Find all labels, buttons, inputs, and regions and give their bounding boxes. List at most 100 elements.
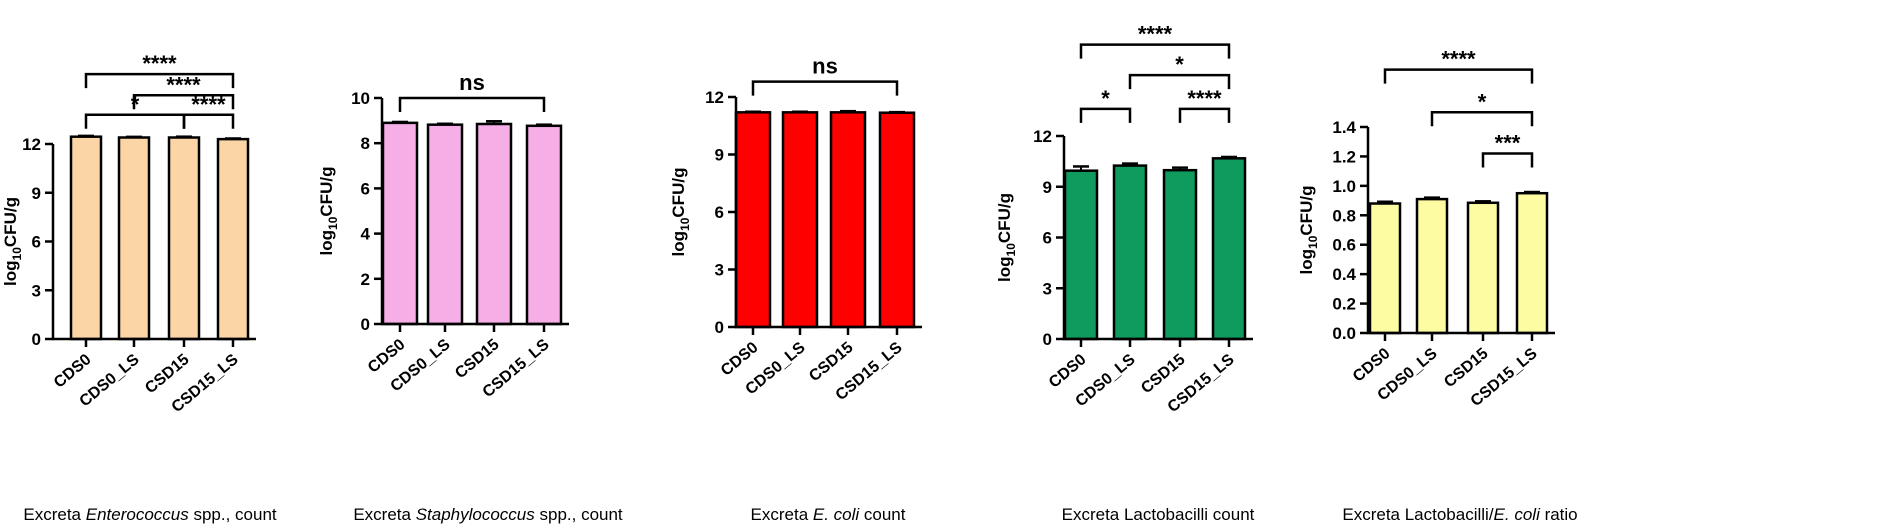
y-tick-label: 1.2 bbox=[1332, 147, 1356, 166]
y-tick-label: 1.4 bbox=[1332, 118, 1356, 137]
y-tick-label: 2 bbox=[361, 270, 370, 289]
bar-CSD15 bbox=[167, 136, 201, 341]
significance-bracket: **** bbox=[1383, 47, 1534, 84]
bracket-line bbox=[132, 94, 235, 110]
bracket-line bbox=[1430, 111, 1534, 127]
bar-CSD15_LS bbox=[1211, 157, 1247, 341]
significance-bracket: **** bbox=[132, 72, 235, 110]
bar-CDS0_LS bbox=[1415, 197, 1449, 335]
significance-label: **** bbox=[1187, 86, 1222, 111]
y-tick-label: 0 bbox=[1043, 330, 1052, 349]
bar-CSD15 bbox=[1162, 168, 1198, 341]
significance-bracket: *** bbox=[1481, 130, 1534, 168]
bar-CSD15_LS bbox=[216, 137, 250, 341]
x-tick-label: CDS0 bbox=[1350, 345, 1394, 386]
y-tick-label: 6 bbox=[32, 233, 41, 252]
significance-label: **** bbox=[1138, 22, 1173, 47]
y-tick-label: 1.0 bbox=[1332, 177, 1356, 196]
y-tick-label: 9 bbox=[715, 146, 724, 165]
y-tick-label: 12 bbox=[705, 88, 724, 107]
y-tick-label: 12 bbox=[22, 135, 41, 154]
y-tick-label: 4 bbox=[361, 225, 371, 244]
bar-CSD15_LS bbox=[878, 111, 916, 329]
significance-bracket: * bbox=[1430, 89, 1534, 127]
significance-bracket: ns bbox=[398, 70, 546, 112]
x-tick-label: CDS0 bbox=[51, 351, 95, 392]
bar-CSD15_LS bbox=[525, 124, 563, 326]
chart-panel-2: 0246810CDS0CDS0_LSCSD15CSD15_LSlog10CFU/… bbox=[317, 70, 623, 524]
bracket-line bbox=[398, 96, 546, 112]
significance-bracket: **** bbox=[84, 51, 235, 89]
x-axis-label: Excreta Lactobacilli/E. coli ratio bbox=[1342, 505, 1577, 524]
y-tick-label: 3 bbox=[1043, 279, 1052, 298]
bar-CDS0_LS bbox=[117, 136, 151, 341]
bracket-line bbox=[1128, 73, 1231, 90]
x-axis-label: Excreta Lactobacilli count bbox=[1062, 505, 1255, 524]
significance-label: **** bbox=[1441, 47, 1476, 72]
y-tick-label: 0.4 bbox=[1332, 265, 1356, 284]
y-axis-label: log10CFU/g bbox=[317, 167, 340, 256]
y-tick-label: 9 bbox=[1043, 178, 1052, 197]
bracket-line bbox=[751, 80, 899, 96]
y-tick-label: 6 bbox=[1043, 229, 1052, 248]
y-tick-label: 0 bbox=[715, 318, 724, 337]
y-tick-label: 12 bbox=[1033, 127, 1052, 146]
x-tick-label: CDS0 bbox=[718, 339, 762, 380]
y-axis-label: log10CFU/g bbox=[1297, 186, 1320, 275]
y-tick-label: 6 bbox=[715, 203, 724, 222]
bar-CDS0 bbox=[1063, 169, 1099, 341]
x-axis-label: Excreta Staphylococcus spp., count bbox=[353, 505, 623, 524]
x-tick-label: CDS0 bbox=[1046, 351, 1090, 392]
bar-CSD15 bbox=[1466, 201, 1500, 335]
significance-label: ns bbox=[812, 54, 838, 79]
y-axis-label: log10CFU/g bbox=[995, 193, 1018, 282]
bar-CDS0 bbox=[1368, 202, 1402, 335]
bracket-line bbox=[84, 113, 186, 129]
significance-bracket: **** bbox=[1079, 22, 1231, 59]
bracket-line bbox=[1178, 107, 1231, 123]
significance-label: * bbox=[1101, 86, 1110, 111]
y-axis-label: log10CFU/g bbox=[1, 197, 24, 286]
bar-CDS0 bbox=[69, 135, 103, 341]
significance-label: **** bbox=[191, 92, 226, 117]
x-axis-label: Excreta Enterococcus spp., count bbox=[23, 505, 277, 524]
y-tick-label: 8 bbox=[361, 134, 370, 153]
bar-CSD15 bbox=[829, 111, 867, 329]
bar-CDS0 bbox=[381, 121, 419, 326]
y-tick-label: 0.8 bbox=[1332, 206, 1356, 225]
y-tick-label: 0 bbox=[32, 330, 41, 349]
y-tick-label: 9 bbox=[32, 184, 41, 203]
significance-label: **** bbox=[166, 72, 201, 97]
significance-label: *** bbox=[1495, 130, 1521, 155]
bracket-line bbox=[1481, 152, 1534, 168]
bracket-line bbox=[182, 113, 235, 129]
bracket-line bbox=[84, 72, 235, 89]
significance-bracket: * bbox=[84, 92, 186, 129]
significance-label: * bbox=[1175, 52, 1184, 77]
significance-bracket: * bbox=[1128, 52, 1231, 90]
y-tick-label: 10 bbox=[351, 89, 370, 108]
significance-label: ns bbox=[459, 70, 485, 95]
y-tick-label: 0.6 bbox=[1332, 236, 1356, 255]
y-tick-label: 0 bbox=[361, 315, 370, 334]
chart-panel-3: 036912CDS0CDS0_LSCSD15CSD15_LSlog10CFU/g… bbox=[669, 54, 922, 524]
significance-label: **** bbox=[142, 51, 177, 76]
bracket-line bbox=[1079, 107, 1132, 123]
bar-CDS0_LS bbox=[426, 123, 464, 326]
significance-bracket: **** bbox=[1178, 86, 1231, 123]
bar-CDS0_LS bbox=[781, 111, 819, 329]
significance-label: * bbox=[1478, 89, 1487, 114]
bracket-line bbox=[1079, 43, 1231, 59]
significance-bracket: * bbox=[1079, 86, 1132, 123]
x-axis-label: Excreta E. coli count bbox=[751, 505, 906, 524]
bar-CSD15 bbox=[475, 122, 513, 326]
y-tick-label: 0.0 bbox=[1332, 324, 1356, 343]
bracket-line bbox=[1383, 68, 1534, 84]
y-tick-label: 3 bbox=[32, 281, 41, 300]
bar-CDS0_LS bbox=[1112, 164, 1148, 341]
significance-label: * bbox=[131, 92, 140, 117]
y-axis-label: log10CFU/g bbox=[669, 168, 692, 257]
